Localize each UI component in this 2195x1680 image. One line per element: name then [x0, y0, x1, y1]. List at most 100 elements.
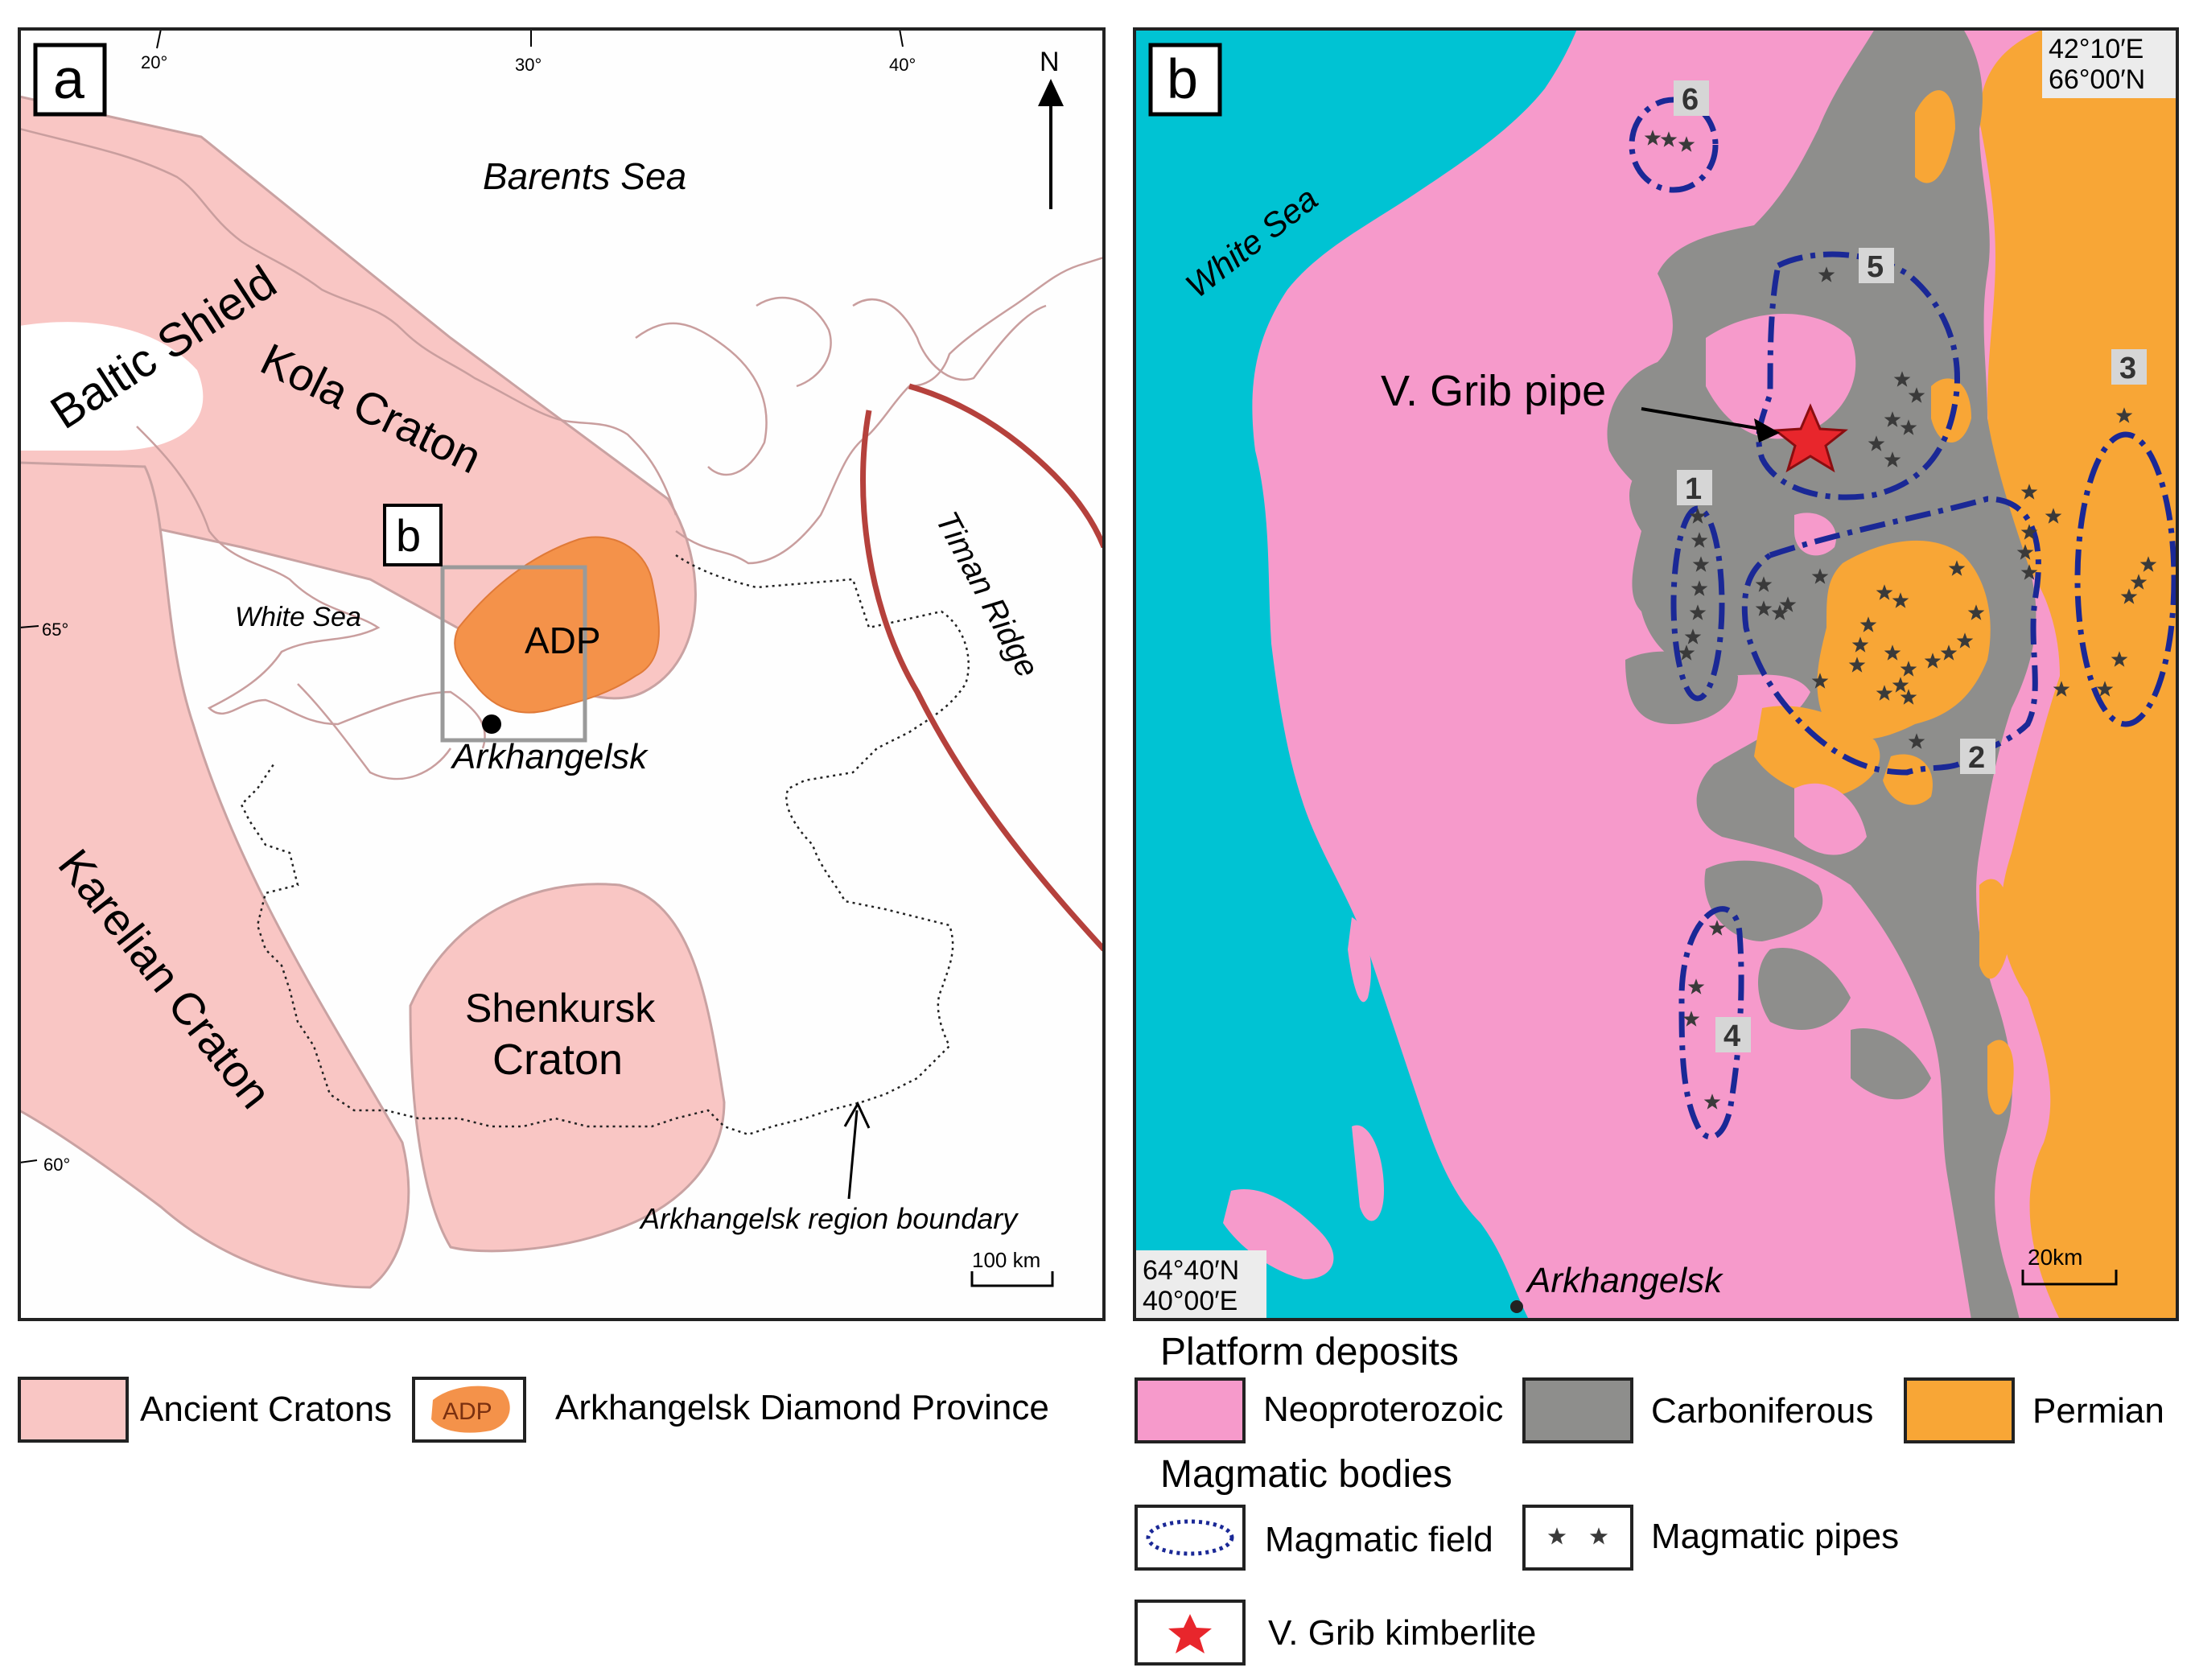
legend-magmatic-title: Magmatic bodies — [1160, 1453, 1452, 1496]
field-2-label: 2 — [1968, 741, 1985, 775]
permian-patch-3 — [1883, 754, 1933, 805]
lon-40-label: 40° — [889, 55, 916, 75]
permian-patch-6 — [1979, 879, 2012, 979]
coastline-kanin — [852, 298, 1047, 381]
legend-b: Platform deposits Neoproterozoic Carboni… — [1135, 1331, 2164, 1666]
tick-lat-60 — [19, 1159, 38, 1163]
legend-grib-label: V. Grib kimberlite — [1268, 1613, 1536, 1653]
field-3-label: 3 — [2119, 352, 2136, 385]
panel-b: 6 5 1 2 3 4 White Sea V. Grib pipe Arkha… — [1133, 27, 2179, 1321]
legend-carboniferous-swatch — [1522, 1377, 1633, 1443]
timan-ridge-line-2 — [908, 383, 1104, 549]
grib-arrow-line — [1641, 407, 1771, 432]
legend-adp-shape — [431, 1386, 510, 1433]
shenkursk-label-2: Craton — [492, 1036, 623, 1084]
field-3-badge — [2111, 349, 2147, 385]
corner-ne-lat: 66°00′N — [2049, 64, 2145, 95]
corner-sw-lat: 64°40′N — [1143, 1255, 1239, 1286]
boundary-arrow-head — [843, 1101, 871, 1129]
field-1-badge — [1677, 470, 1712, 505]
legend-neoproterozoic-swatch — [1135, 1377, 1246, 1443]
legend-pipes-swatch — [1522, 1505, 1633, 1571]
legend-pipes-label: Magmatic pipes — [1651, 1517, 1899, 1556]
legend-adp-icon-label: ADP — [443, 1398, 492, 1425]
panel-b-label: b — [1167, 47, 1198, 110]
legend-field-ellipse — [1146, 1519, 1234, 1556]
panel-a-label-box — [33, 43, 107, 117]
shenkursk-label-1: Shenkursk — [465, 986, 656, 1031]
field-6-badge — [1674, 80, 1709, 116]
arkhangelsk-dot-b — [1510, 1300, 1523, 1313]
legend-field-label: Magmatic field — [1265, 1520, 1493, 1559]
carboniferous-lobe-5 — [1851, 1028, 1931, 1100]
inset-frame — [440, 565, 587, 743]
neoproterozoic-inlier-2 — [1794, 783, 1867, 855]
scale-label-b: 20km — [2028, 1245, 2082, 1270]
white-sea-label-a: White Sea — [235, 602, 361, 632]
region-boundary — [240, 554, 970, 1136]
arkhangelsk-label-b: Arkhangelsk — [1525, 1261, 1723, 1300]
lat-60-label: 60° — [43, 1155, 70, 1175]
scale-bar-b — [2021, 1270, 2118, 1286]
field-1-label: 1 — [1685, 472, 1702, 506]
boundary-arrow-line — [847, 1110, 859, 1200]
island-4 — [1348, 917, 1371, 1003]
field-2-badge — [1960, 739, 1995, 774]
coastline-barents-kola — [19, 127, 677, 516]
legend-neoproterozoic-label: Neoproterozoic — [1263, 1390, 1503, 1429]
legend-adp-label: Arkhangelsk Diamond Province — [555, 1388, 1049, 1427]
karelian-craton-shape — [19, 461, 410, 1289]
coastline-onega — [297, 683, 452, 780]
field-4-badge — [1715, 1017, 1751, 1052]
panel-a-frame — [18, 27, 1106, 1321]
tick-lon-20 — [156, 29, 162, 49]
shenkursk-craton-shape — [409, 883, 726, 1253]
v-grib-star — [1773, 403, 1848, 473]
adp-shape — [454, 536, 660, 714]
panel-b-label-box — [1148, 43, 1222, 117]
legend-platform-title: Platform deposits — [1160, 1331, 1459, 1373]
field-6-label: 6 — [1682, 83, 1699, 117]
field-5-label: 5 — [1867, 250, 1884, 284]
legend-permian-swatch — [1904, 1377, 2015, 1443]
scale-label-a: 100 km — [972, 1248, 1040, 1272]
adp-label: ADP — [525, 620, 601, 661]
carboniferous-lobe-1 — [1629, 458, 1761, 611]
field-4-label: 4 — [1723, 1019, 1740, 1053]
carboniferous-lobe-2 — [1625, 651, 1738, 724]
inset-label-box — [383, 504, 443, 566]
legend-craton-label: Ancient Cratons — [140, 1390, 392, 1429]
legend-field-swatch — [1135, 1505, 1246, 1571]
grib-pipe-label: V. Grib pipe — [1381, 367, 1606, 415]
corner-ne-box — [2042, 29, 2177, 98]
carboniferous-lobe-4 — [1758, 948, 1851, 1030]
coastline-east — [675, 256, 1104, 565]
field-5-outline — [1756, 251, 1960, 500]
legend-a: Ancient Cratons ADP Arkhangelsk Diamond … — [18, 1377, 1049, 1443]
panel-a: 20° 30° 40° 65° 60° N Barents Sea Baltic… — [18, 27, 1106, 1321]
lon-20-label: 20° — [141, 52, 167, 72]
north-label: N — [1040, 47, 1060, 77]
coastline-islands — [635, 296, 832, 476]
north-arrow-head — [1038, 79, 1064, 106]
carboniferous-lobe-3 — [1704, 860, 1823, 941]
field-1-outline — [1670, 505, 1725, 702]
inset-label: b — [396, 510, 421, 561]
permian-patch-5 — [1915, 90, 1955, 183]
timan-ridge-line-1 — [860, 410, 1104, 952]
permian-patch-1 — [1817, 540, 1991, 739]
corner-sw-box — [1135, 1250, 1266, 1320]
region-boundary-label: Arkhangelsk region boundary — [639, 1202, 1019, 1235]
barents-sea-label: Barents Sea — [483, 155, 686, 197]
permian-patch-2 — [1754, 706, 1880, 797]
corner-sw-lon: 40°00′E — [1143, 1286, 1238, 1316]
field-3-outline — [2074, 431, 2177, 727]
panel-b-frame — [1133, 27, 2179, 1321]
island-1 — [1223, 1189, 1334, 1279]
scale-bar-a — [970, 1271, 1054, 1287]
legend-permian-label: Permian — [2032, 1391, 2164, 1431]
lon-30-label: 30° — [515, 55, 542, 75]
field-4-outline — [1678, 906, 1744, 1140]
baltic-shield-gap — [19, 322, 204, 451]
